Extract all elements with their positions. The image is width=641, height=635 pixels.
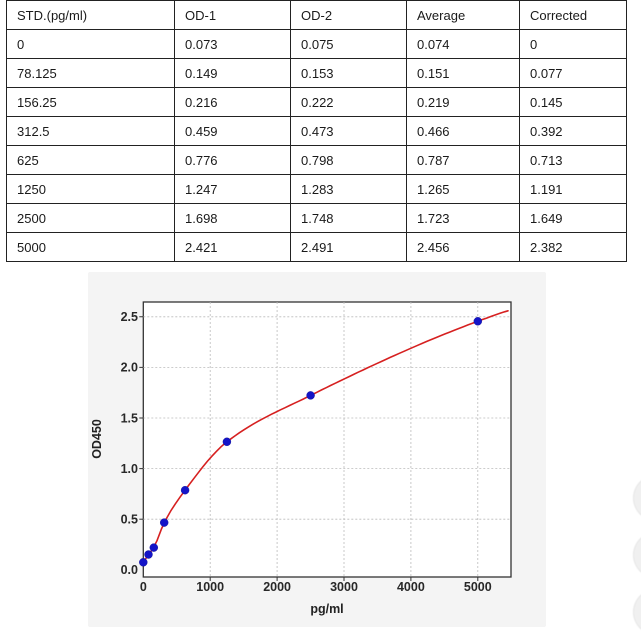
svg-text:0.0: 0.0 [121, 563, 138, 577]
svg-text:0: 0 [140, 580, 147, 594]
svg-text:2000: 2000 [263, 580, 291, 594]
svg-text:1000: 1000 [196, 580, 224, 594]
svg-text:1.0: 1.0 [121, 462, 138, 476]
svg-text:0.5: 0.5 [121, 513, 138, 527]
svg-text:2.5: 2.5 [121, 310, 138, 324]
svg-text:2.0: 2.0 [121, 361, 138, 375]
svg-text:pg/ml: pg/ml [310, 602, 343, 616]
svg-text:3000: 3000 [330, 580, 358, 594]
svg-text:OD450: OD450 [90, 419, 104, 459]
svg-text:4000: 4000 [397, 580, 425, 594]
svg-text:1.5: 1.5 [121, 411, 138, 425]
svg-text:5000: 5000 [464, 580, 492, 594]
